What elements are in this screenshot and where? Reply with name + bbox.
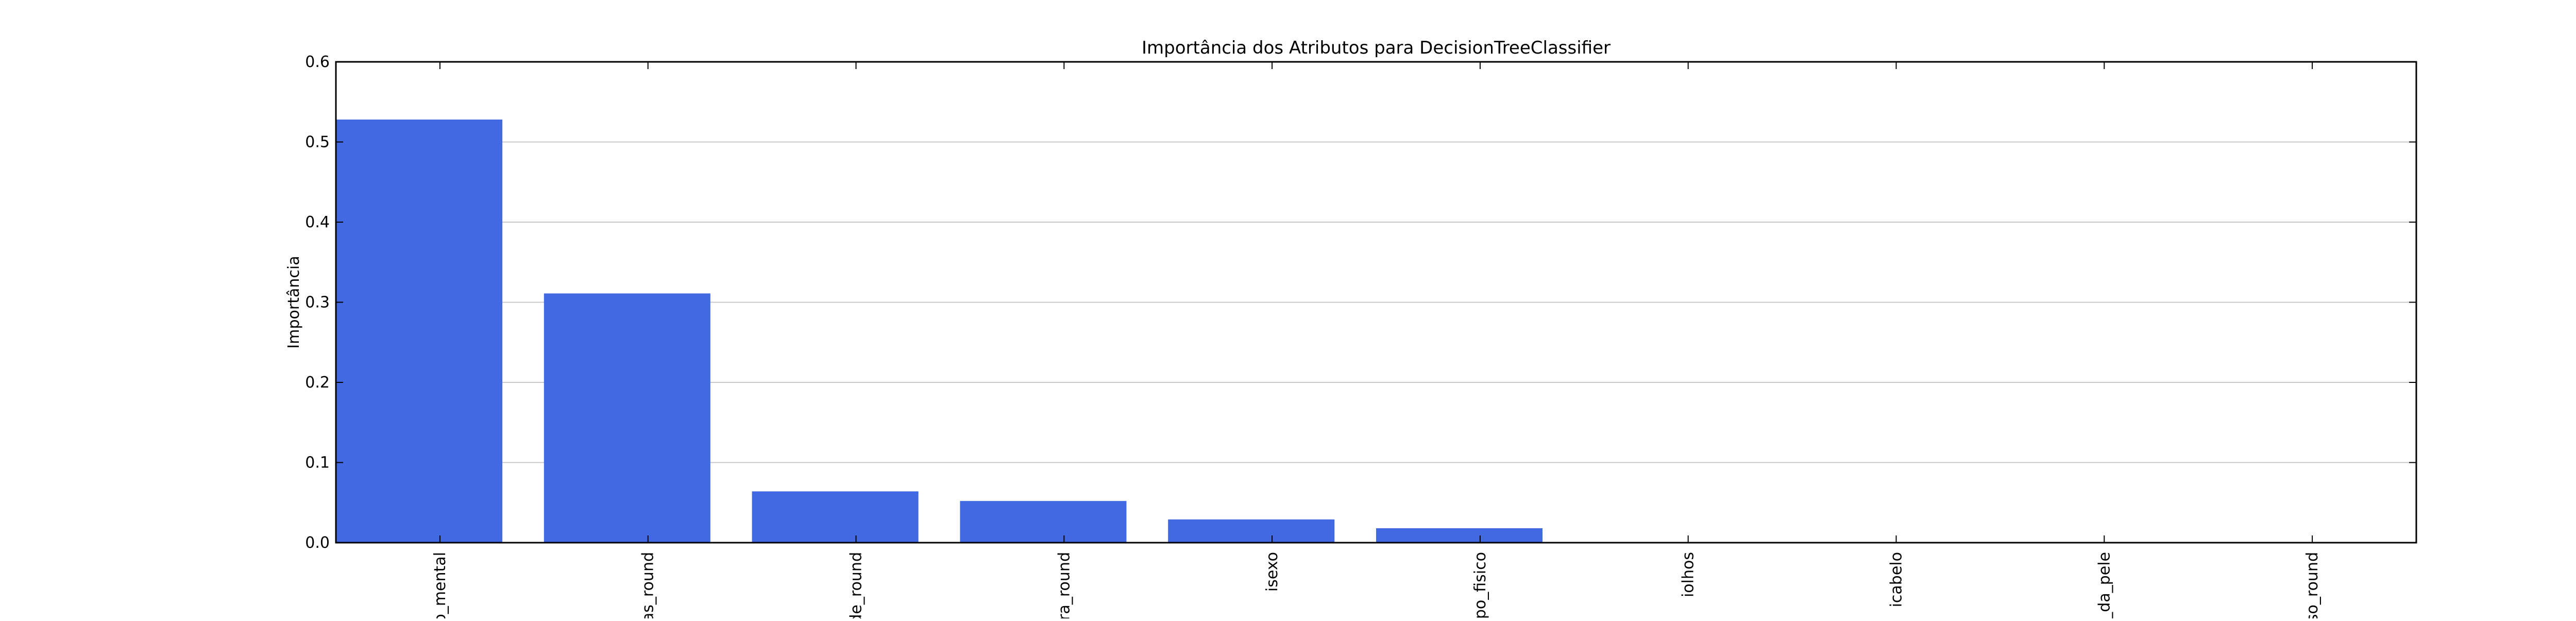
x-tick-label: tipo_fisico bbox=[1471, 552, 1489, 618]
x-tick-label: de_round bbox=[848, 552, 866, 618]
y-tick-label: 0.3 bbox=[305, 294, 330, 312]
x-tick-label: ura_round bbox=[1055, 552, 1073, 618]
y-tick-label: 0.4 bbox=[305, 213, 330, 231]
bar bbox=[1168, 519, 1335, 543]
y-tick-label: 0.5 bbox=[305, 133, 330, 152]
x-tick-label: iolhos bbox=[1680, 552, 1698, 597]
bar bbox=[336, 119, 503, 543]
x-tick-label: isexo bbox=[1263, 552, 1281, 592]
bar bbox=[1376, 528, 1543, 543]
y-tick-label: 0.2 bbox=[305, 374, 330, 392]
x-tick-label: icabelo bbox=[1888, 552, 1906, 607]
bar bbox=[752, 491, 919, 543]
bar-layer bbox=[336, 119, 1543, 543]
x-tick-label: r_da_pele bbox=[2095, 552, 2113, 618]
y-tick-label: 0.6 bbox=[305, 53, 330, 71]
y-axis-label: Importância bbox=[285, 256, 303, 348]
x-tick-label: o_mental bbox=[431, 552, 449, 618]
bar bbox=[544, 293, 710, 543]
bar bbox=[960, 501, 1127, 543]
x-tick-label: eso_round bbox=[2303, 552, 2321, 618]
tick-layer: 0.0 0.1 0.2 0.3 0.4 0.5 0.6 o_mental ias_round de… bbox=[305, 53, 2416, 621]
chart-title: Importância dos Atributos para DecisionT… bbox=[1142, 38, 1611, 58]
y-tick-label: 0.1 bbox=[305, 454, 330, 472]
x-tick-label: ias_round bbox=[639, 552, 657, 618]
y-tick-label: 0.0 bbox=[305, 534, 330, 552]
